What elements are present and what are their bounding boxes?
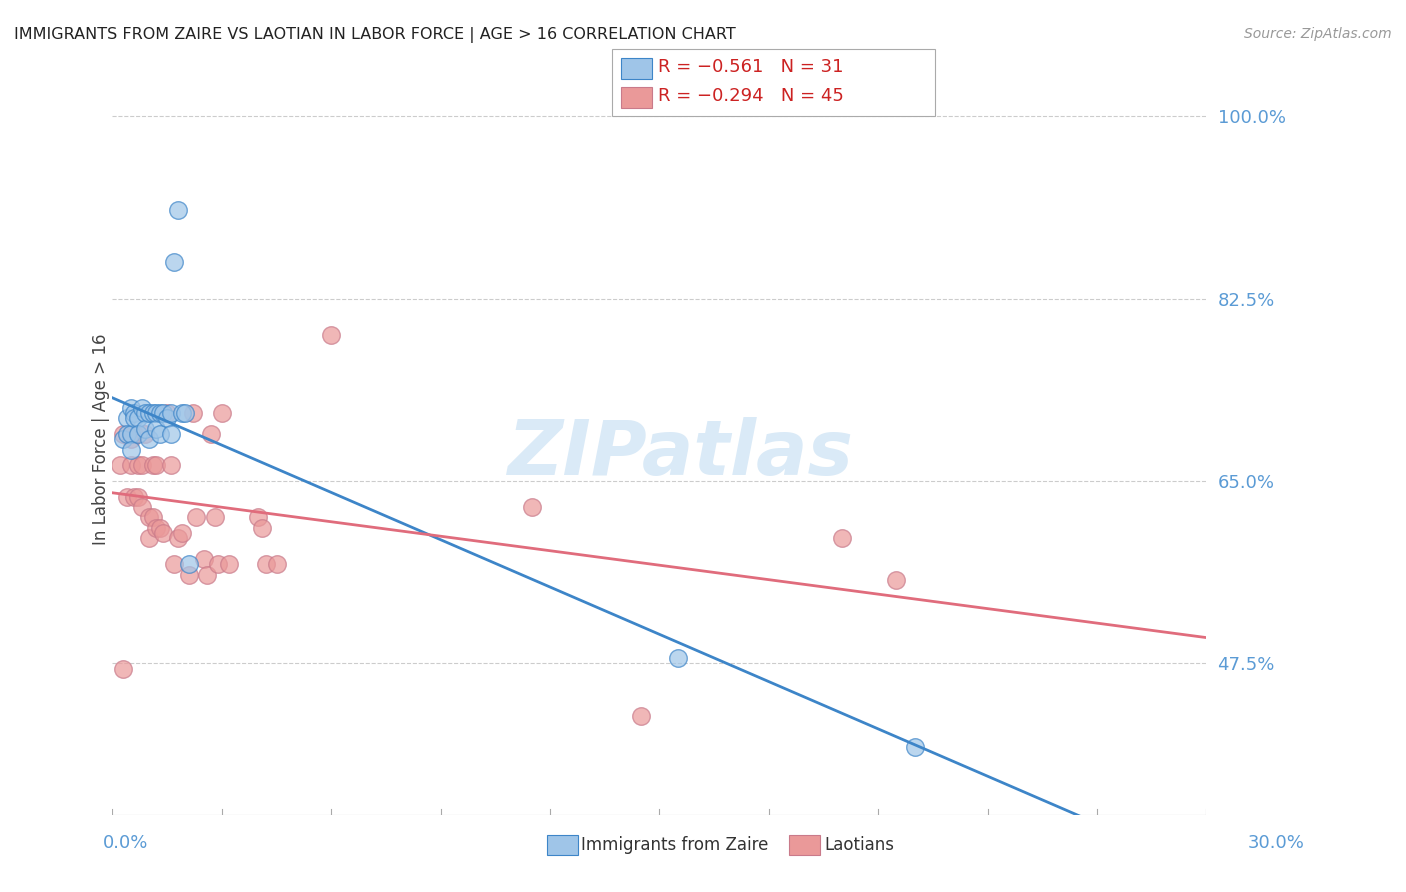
Point — [159, 406, 181, 420]
Point — [211, 406, 233, 420]
Point — [145, 422, 167, 436]
Y-axis label: In Labor Force | Age > 16: In Labor Force | Age > 16 — [93, 334, 110, 545]
Point — [163, 558, 186, 572]
Point — [120, 458, 142, 473]
Point — [112, 433, 135, 447]
Point — [131, 401, 153, 415]
Point — [115, 427, 138, 442]
Point — [149, 521, 172, 535]
Point — [250, 521, 273, 535]
Point — [204, 510, 226, 524]
Point — [138, 406, 160, 420]
Point — [630, 708, 652, 723]
Point — [520, 500, 543, 514]
Text: 0.0%: 0.0% — [103, 834, 148, 852]
Point — [127, 411, 149, 425]
Point — [904, 739, 927, 754]
Point — [193, 552, 215, 566]
Point — [207, 558, 229, 572]
Point — [112, 427, 135, 442]
Point — [127, 427, 149, 442]
Point — [174, 406, 197, 420]
Point — [177, 558, 200, 572]
Point — [124, 406, 146, 420]
Point — [145, 406, 167, 420]
Point — [152, 406, 174, 420]
Point — [149, 406, 172, 420]
Point — [127, 490, 149, 504]
Point — [131, 500, 153, 514]
Point — [145, 458, 167, 473]
Point — [138, 532, 160, 546]
Point — [886, 573, 908, 587]
Point — [115, 411, 138, 425]
Point — [254, 558, 277, 572]
Point — [321, 328, 343, 343]
Point — [831, 532, 853, 546]
Point — [138, 433, 160, 447]
Point — [186, 510, 208, 524]
Point — [666, 651, 689, 665]
Point — [115, 490, 138, 504]
Point — [247, 510, 270, 524]
Point — [112, 662, 135, 676]
Point — [134, 427, 156, 442]
Point — [134, 422, 156, 436]
Point — [159, 427, 181, 442]
Point — [177, 567, 200, 582]
Point — [127, 458, 149, 473]
Point — [170, 526, 193, 541]
Point — [120, 401, 142, 415]
Text: Immigrants from Zaire: Immigrants from Zaire — [581, 836, 768, 854]
Point — [181, 406, 204, 420]
Point — [195, 567, 218, 582]
Point — [134, 406, 156, 420]
Point — [156, 406, 179, 420]
Point — [156, 411, 179, 425]
Point — [124, 490, 146, 504]
Point — [159, 458, 181, 473]
Point — [120, 427, 142, 442]
Text: R = −0.561   N = 31: R = −0.561 N = 31 — [658, 58, 844, 76]
Point — [142, 510, 165, 524]
Point — [167, 202, 190, 217]
Point — [149, 427, 172, 442]
Text: Laotians: Laotians — [824, 836, 894, 854]
Text: Source: ZipAtlas.com: Source: ZipAtlas.com — [1244, 27, 1392, 41]
Point — [131, 458, 153, 473]
Point — [120, 442, 142, 457]
Point — [145, 521, 167, 535]
Point — [152, 526, 174, 541]
Point — [266, 558, 288, 572]
Text: 30.0%: 30.0% — [1249, 834, 1305, 852]
Text: R = −0.294   N = 45: R = −0.294 N = 45 — [658, 87, 844, 105]
Point — [163, 255, 186, 269]
Point — [218, 558, 240, 572]
Point — [108, 458, 131, 473]
Point — [124, 427, 146, 442]
Point — [170, 406, 193, 420]
Point — [120, 433, 142, 447]
Text: ZIPatlas: ZIPatlas — [509, 417, 855, 491]
Point — [124, 411, 146, 425]
Point — [200, 427, 222, 442]
Point — [167, 532, 190, 546]
Point — [142, 406, 165, 420]
Point — [138, 510, 160, 524]
Text: IMMIGRANTS FROM ZAIRE VS LAOTIAN IN LABOR FORCE | AGE > 16 CORRELATION CHART: IMMIGRANTS FROM ZAIRE VS LAOTIAN IN LABO… — [14, 27, 735, 43]
Point — [142, 458, 165, 473]
